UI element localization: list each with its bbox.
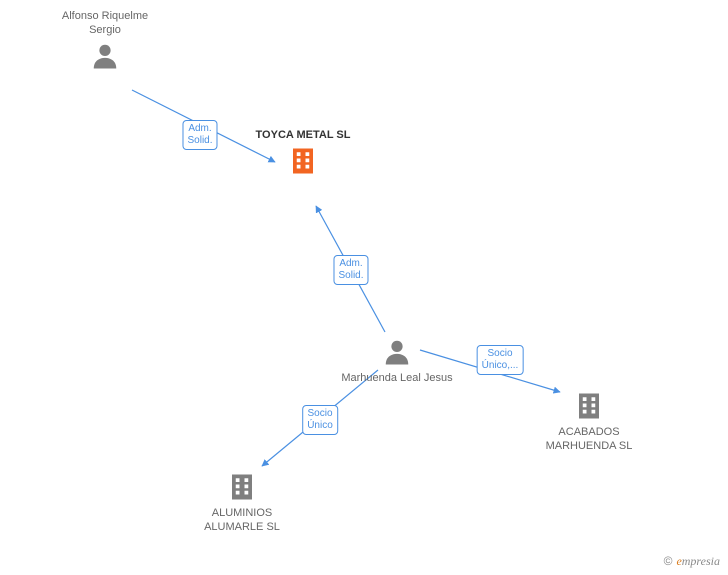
person-icon <box>337 337 457 367</box>
node-label: Marhuenda Leal Jesus <box>337 371 457 385</box>
building-icon <box>529 391 649 421</box>
edges-layer <box>0 0 728 575</box>
watermark: ©empresia <box>664 554 720 569</box>
diagram-stage: Alfonso Riquelme Sergio TOYCA METAL SL M… <box>0 0 728 575</box>
edge-label: Adm. Solid. <box>333 255 368 285</box>
node-label: Alfonso Riquelme Sergio <box>45 9 165 37</box>
brand-rest: mpresia <box>682 554 720 568</box>
node-label: TOYCA METAL SL <box>243 128 363 142</box>
node-toyca[interactable]: TOYCA METAL SL <box>243 128 363 180</box>
node-marhuenda[interactable]: Marhuenda Leal Jesus <box>337 333 457 385</box>
node-label: ACABADOS MARHUENDA SL <box>529 425 649 453</box>
node-aluminios[interactable]: ALUMINIOS ALUMARLE SL <box>182 468 302 534</box>
node-label: ALUMINIOS ALUMARLE SL <box>182 506 302 534</box>
copyright-symbol: © <box>664 554 673 568</box>
building-icon <box>243 146 363 176</box>
edge-label: Adm. Solid. <box>182 120 217 150</box>
node-acabados[interactable]: ACABADOS MARHUENDA SL <box>529 387 649 453</box>
edge-label: Socio Único,... <box>477 345 524 375</box>
edge-label: Socio Único <box>302 405 338 435</box>
person-icon <box>45 41 165 71</box>
node-alfonso[interactable]: Alfonso Riquelme Sergio <box>45 9 165 75</box>
building-icon <box>182 472 302 502</box>
